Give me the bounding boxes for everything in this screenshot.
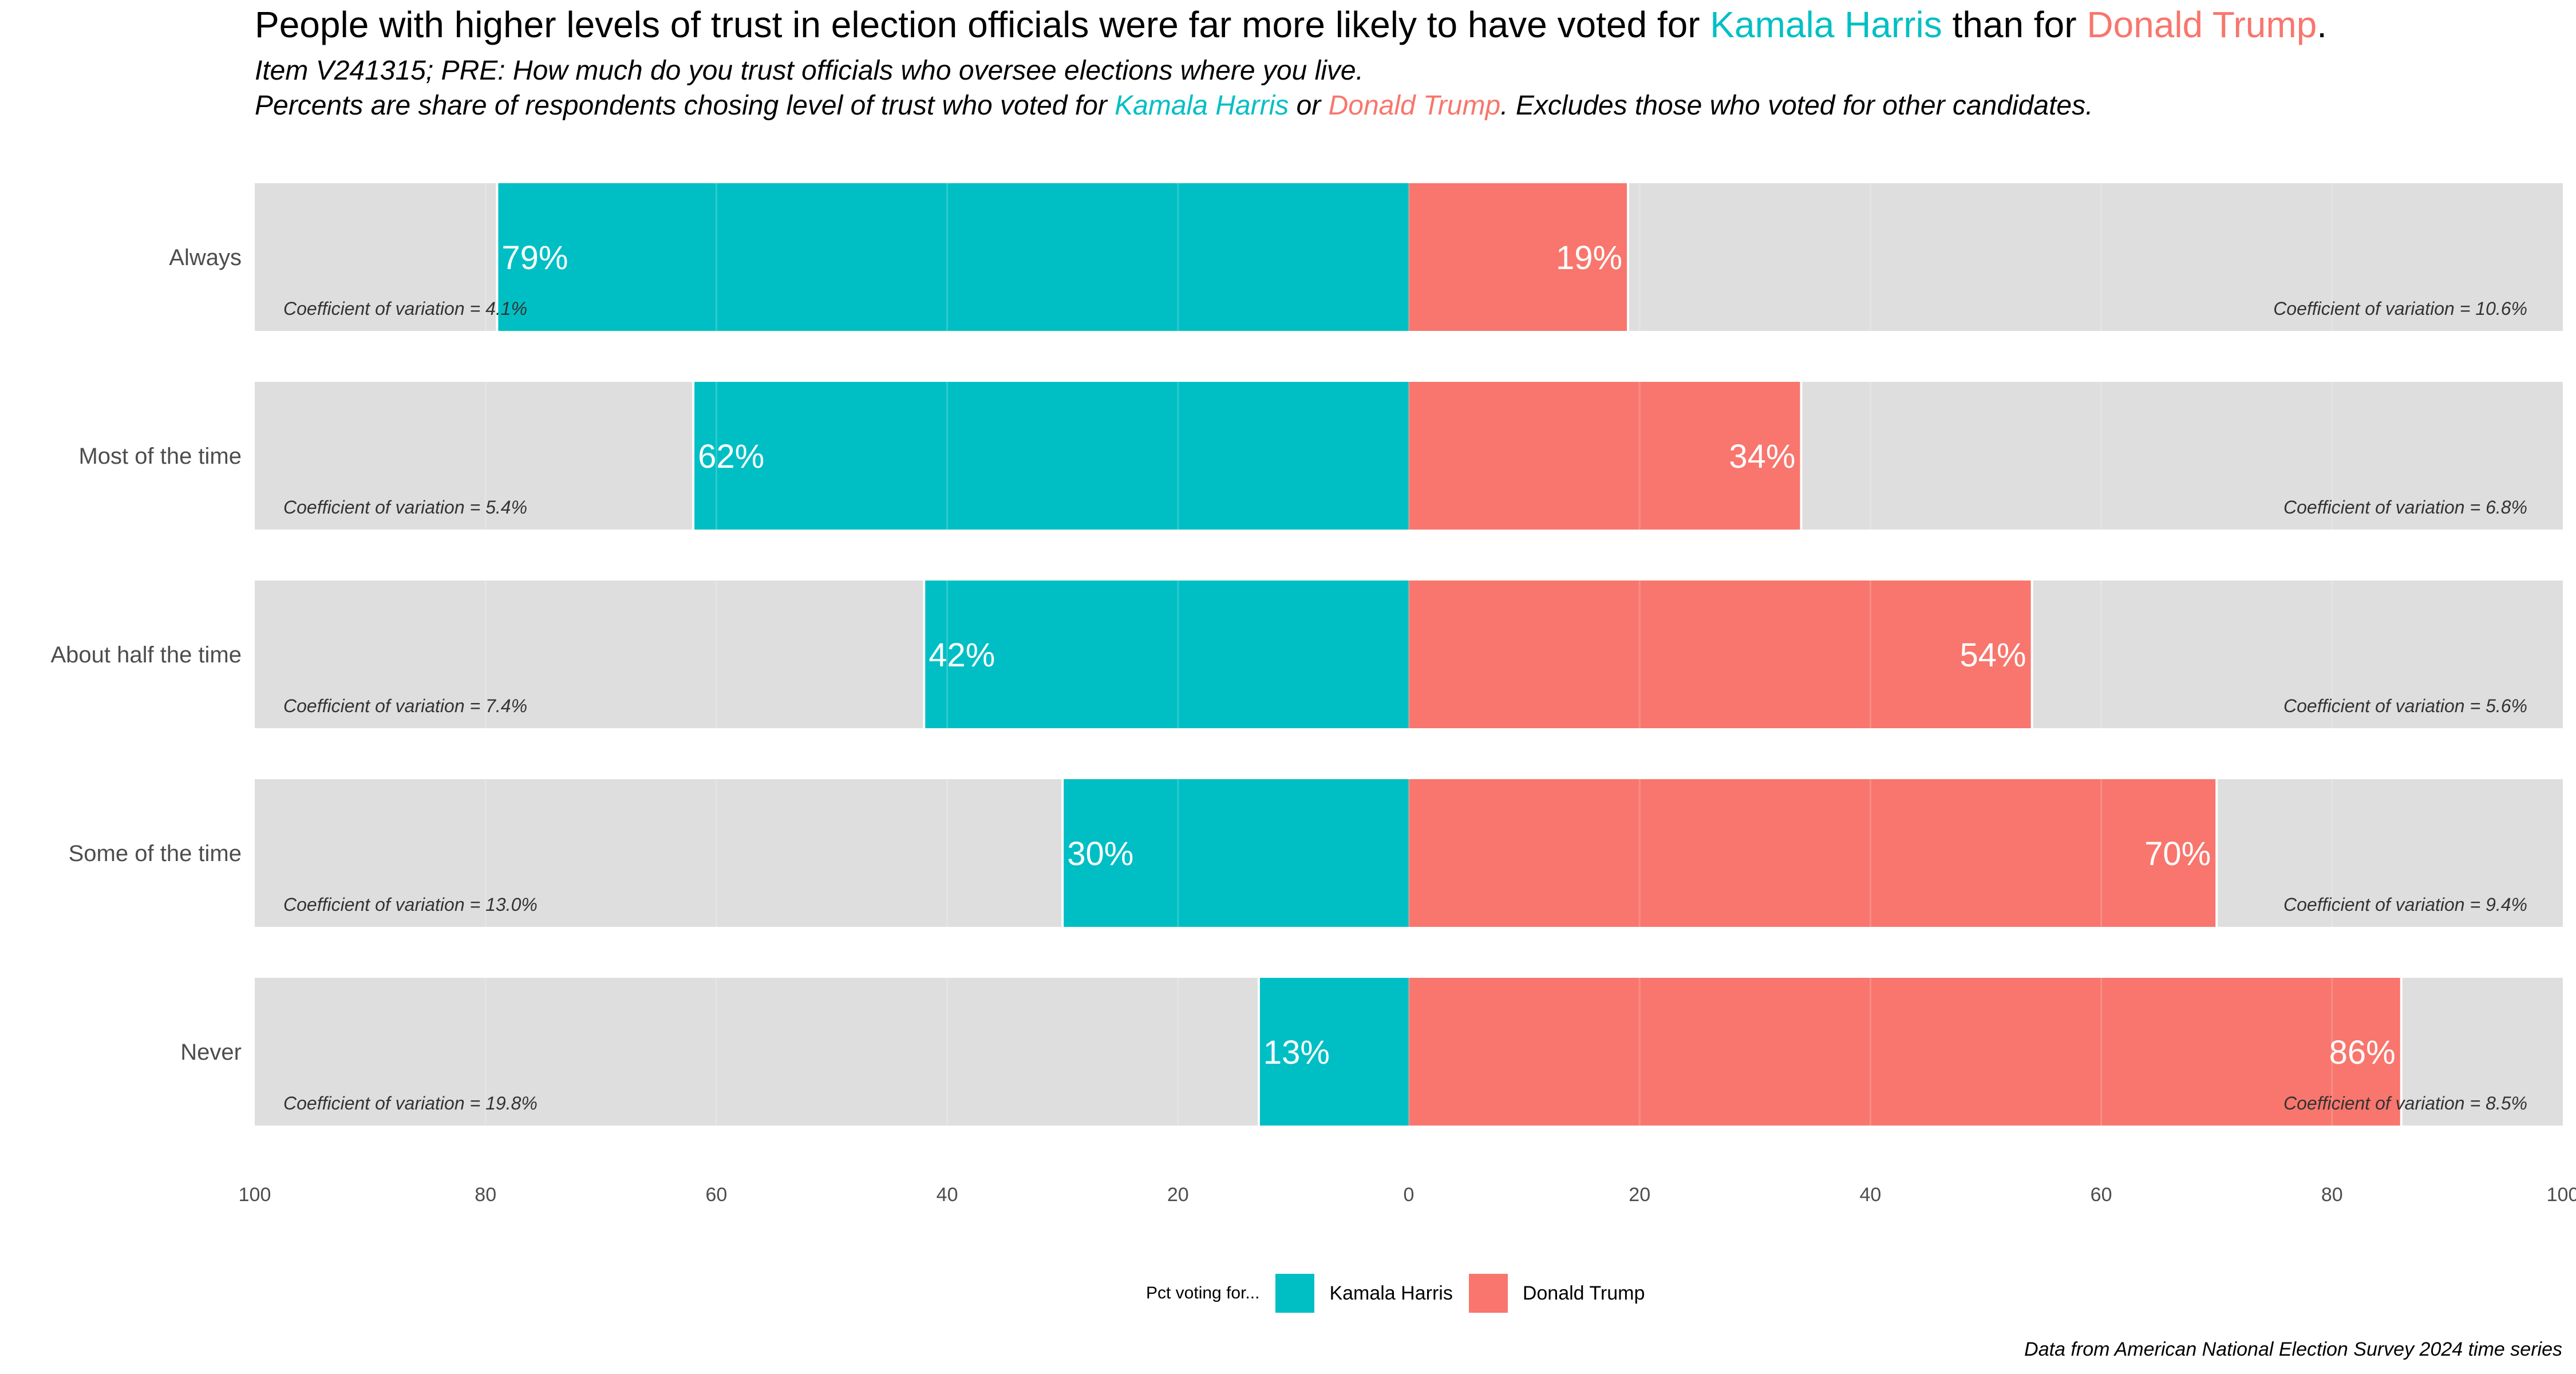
category-label: Always [169,245,242,270]
subtitle-harris: Kamala Harris [1115,90,1289,121]
data-label-harris: 30% [1067,835,1133,872]
x-tick-label: 80 [475,1184,496,1206]
cv-label-harris: Coefficient of variation = 7.4% [283,696,527,716]
bar-trump-most-of-the-time [1409,382,1801,530]
cv-label-harris: Coefficient of variation = 4.1% [283,298,527,319]
cv-label-harris: Coefficient of variation = 19.8% [283,1093,538,1114]
legend-key-harris [1275,1274,1315,1313]
bar-trump-never [1409,978,2401,1126]
x-tick-label: 100 [2547,1184,2576,1206]
legend: Pct voting for... Kamala Harris Donald T… [1146,1274,1661,1313]
legend-label-harris: Kamala Harris [1329,1282,1453,1304]
caption: Data from American National Election Sur… [2024,1339,2562,1360]
cv-label-trump: Coefficient of variation = 6.8% [2283,497,2527,518]
legend-key-trump [1468,1274,1508,1313]
data-label-harris: 42% [929,637,995,674]
bar-trump-about-half-the-time [1409,581,2032,728]
title-trump: Donald Trump [2087,4,2317,45]
cv-label-harris: Coefficient of variation = 13.0% [283,894,538,915]
category-label: About half the time [50,642,242,668]
subtitle-item: Item V241315; PRE: How much do you trust… [255,56,1364,86]
chart-title: People with higher levels of trust in el… [255,3,2327,46]
x-tick-label: 80 [2321,1184,2343,1206]
x-tick-label: 60 [2091,1184,2112,1206]
bar-trump-always [1409,183,1629,331]
cv-label-trump: Coefficient of variation = 10.6% [2273,298,2527,319]
bar-harris-some-of-the-time [1062,779,1409,927]
category-label: Most of the time [78,444,242,469]
legend-label-trump: Donald Trump [1522,1282,1645,1304]
title-prefix: People with higher levels of trust in el… [255,4,1710,45]
x-tick-label: 20 [1629,1184,1650,1206]
category-label: Never [180,1040,242,1065]
cv-label-trump: Coefficient of variation = 5.6% [2283,696,2527,716]
data-label-harris: 79% [501,239,568,277]
x-tick-label: 40 [937,1184,958,1206]
title-suffix: . [2317,4,2328,45]
cv-label-trump: Coefficient of variation = 8.5% [2283,1093,2527,1114]
title-harris: Kamala Harris [1710,4,1942,45]
bar-harris-always [497,183,1409,331]
subtitle-suffix: . Excludes those who voted for other can… [1500,90,2093,121]
x-tick-label: 60 [705,1184,727,1206]
subtitle-trump: Donald Trump [1328,90,1501,121]
data-label-harris: 62% [698,438,764,475]
data-label-trump: 54% [1960,637,2026,674]
subtitle-prefix: Percents are share of respondents chosin… [255,90,1115,121]
x-tick-label: 0 [1404,1184,1415,1206]
bar-harris-about-half-the-time [924,581,1409,728]
bar-harris-never [1258,978,1409,1126]
legend-title: Pct voting for... [1146,1284,1260,1302]
bar-trump-some-of-the-time [1409,779,2217,927]
data-label-harris: 13% [1263,1034,1330,1071]
subtitle-note: Percents are share of respondents chosin… [255,90,2093,121]
x-tick-label: 40 [1859,1184,1881,1206]
data-label-trump: 70% [2144,835,2211,872]
x-tick-label: 100 [239,1184,271,1206]
category-label: Some of the time [69,841,242,866]
bar-harris-most-of-the-time [693,382,1409,530]
x-tick-label: 20 [1167,1184,1189,1206]
data-label-trump: 86% [2329,1034,2396,1071]
cv-label-harris: Coefficient of variation = 5.4% [283,497,527,518]
subtitle-middle: or [1289,90,1329,121]
data-label-trump: 19% [1556,239,1622,277]
title-middle: than for [1942,4,2087,45]
cv-label-trump: Coefficient of variation = 9.4% [2283,894,2527,915]
data-label-trump: 34% [1729,438,1795,475]
